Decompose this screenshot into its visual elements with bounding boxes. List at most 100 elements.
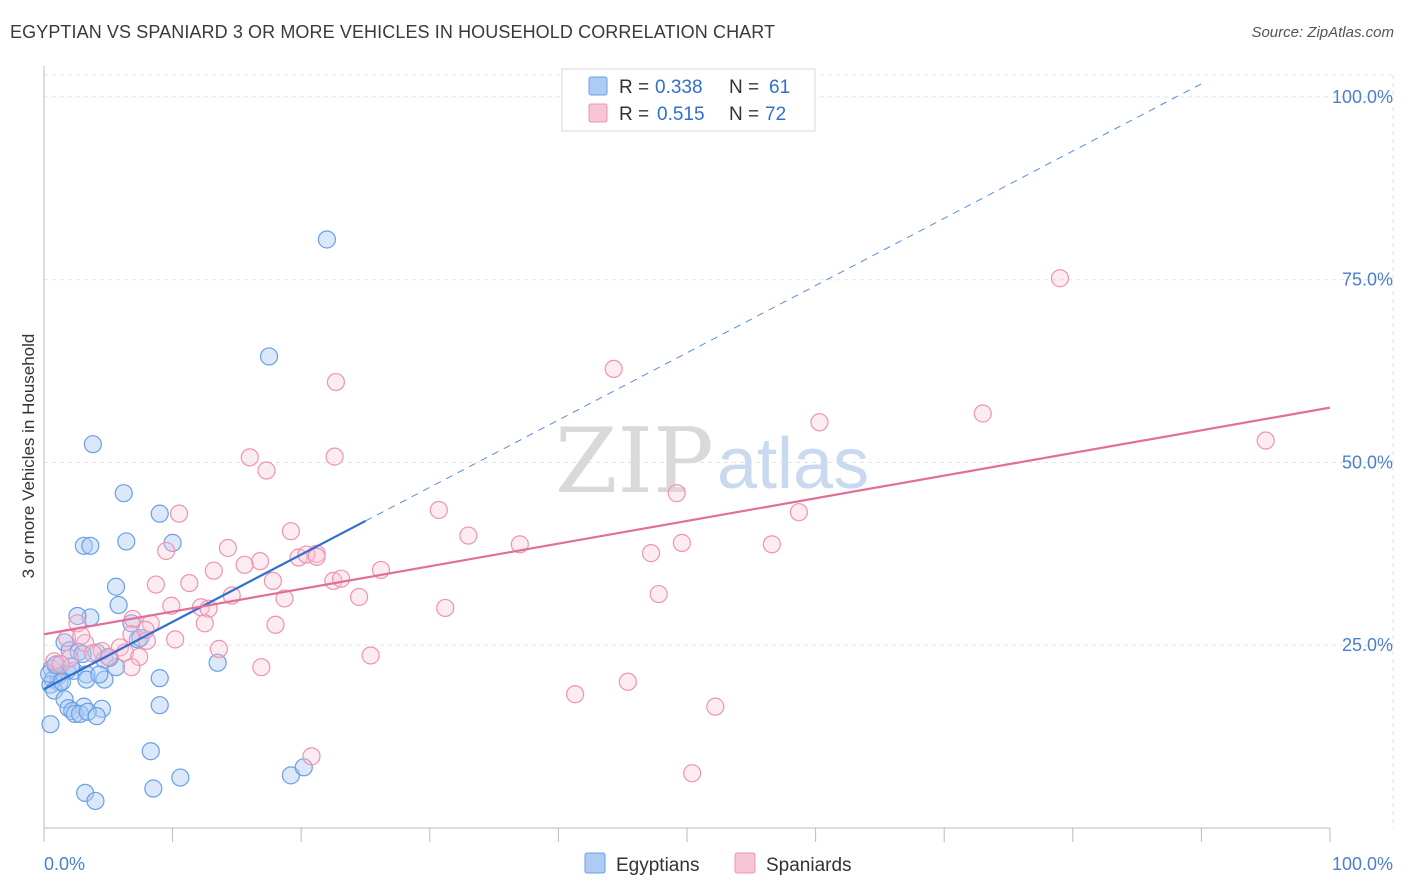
- spaniards-point: [130, 647, 149, 667]
- spaniards-point: [281, 522, 301, 541]
- legend-swatch-egyptians: [588, 76, 608, 96]
- spaniards-point: [325, 447, 344, 466]
- egyptians-point: [106, 577, 126, 596]
- spaniards-point: [99, 647, 118, 667]
- spaniards-point: [349, 587, 369, 607]
- egyptians-point: [281, 766, 301, 785]
- spaniards-point: [706, 697, 725, 716]
- egyptians-point: [150, 696, 169, 715]
- spaniards-point: [789, 503, 808, 522]
- spaniards-point: [169, 504, 189, 523]
- y-tick-label: 50.0%: [1342, 452, 1393, 472]
- spaniards-point: [209, 639, 228, 658]
- spaniards-point: [618, 672, 637, 691]
- trend-lines: [43, 81, 1331, 691]
- legend-n-label: N =: [729, 104, 759, 125]
- legend-swatch-egyptians: [584, 852, 606, 874]
- spaniards-point: [250, 552, 270, 571]
- spaniards-point: [83, 644, 102, 663]
- y-tick-labels: 25.0% 50.0% 75.0% 100.0%: [1332, 87, 1393, 655]
- y-axis-title: 3 or more Vehicles in Household: [19, 334, 38, 579]
- spaniards-point: [235, 555, 254, 574]
- spaniards-point: [429, 500, 448, 520]
- egyptians-point: [141, 742, 160, 761]
- spaniards-point: [204, 561, 223, 580]
- y-tick-label: 75.0%: [1342, 270, 1393, 290]
- egyptians-point: [150, 669, 169, 688]
- stats-legend: R = 0.338 N = 61 R = 0.515 N = 72: [561, 68, 816, 132]
- spaniards-point: [436, 598, 455, 618]
- legend-n-label: N =: [729, 77, 759, 98]
- spaniards-point: [361, 646, 380, 665]
- spaniards-point: [146, 575, 165, 594]
- egyptians-point: [259, 347, 279, 366]
- egyptians-point: [81, 536, 100, 555]
- egyptians-point: [41, 715, 60, 734]
- series-legend: Egyptians Spaniards: [584, 852, 852, 876]
- spaniards-point: [275, 589, 294, 608]
- legend-n-value: 61: [769, 77, 790, 98]
- spaniards-point: [649, 584, 668, 604]
- spaniards-point: [180, 573, 199, 593]
- spaniards-point: [60, 649, 79, 668]
- spaniards-point: [331, 569, 351, 588]
- egyptians-point: [78, 702, 97, 721]
- legend-n-value: 72: [765, 104, 786, 125]
- spaniards-point: [973, 404, 992, 423]
- spaniards-point: [672, 533, 691, 552]
- spaniards-point: [263, 571, 283, 590]
- egyptians-point: [90, 665, 109, 684]
- y-tick-label: 25.0%: [1342, 635, 1393, 655]
- spaniards-point: [195, 614, 214, 633]
- spaniards-point: [667, 484, 686, 503]
- egyptians-trend-extension: [365, 81, 1205, 522]
- source-label: Source: ZipAtlas.com: [1251, 24, 1394, 41]
- egyptians-point: [171, 768, 190, 787]
- egyptians-point: [208, 653, 227, 672]
- legend-r-label: R =: [619, 77, 649, 98]
- egyptians-point: [114, 484, 133, 503]
- egyptians-point: [87, 707, 106, 726]
- spaniards-point: [218, 538, 237, 558]
- spaniards-point: [266, 615, 285, 634]
- y-tick-label: 100.0%: [1332, 87, 1393, 107]
- spaniards-point: [683, 764, 702, 783]
- egyptians-point: [83, 435, 102, 454]
- spaniards-point: [566, 685, 585, 704]
- spaniards-point: [1050, 269, 1070, 288]
- spaniards-point: [641, 544, 661, 563]
- spaniards-point: [307, 547, 326, 566]
- watermark: ZIP atlas: [555, 409, 869, 514]
- spaniards-point: [166, 630, 185, 649]
- spaniards-point: [252, 658, 271, 677]
- spaniards-point: [1256, 431, 1275, 450]
- spaniards-point: [51, 655, 70, 674]
- egyptians-point: [106, 658, 126, 677]
- egyptians-point: [117, 532, 136, 551]
- x-tick-label-max: 100.0%: [1332, 854, 1393, 874]
- legend-swatch-spaniards: [734, 852, 756, 874]
- egyptians-point: [150, 504, 169, 523]
- egyptians-point: [74, 536, 93, 555]
- spaniards-point: [604, 359, 623, 378]
- spaniards-point: [302, 747, 321, 766]
- egyptians-point: [109, 595, 128, 615]
- egyptians-point: [86, 791, 105, 811]
- x-tick-label-min: 0.0%: [44, 854, 85, 874]
- spaniards-point: [810, 413, 829, 432]
- watermark-atlas: atlas: [717, 424, 869, 504]
- egyptians-point: [144, 779, 163, 798]
- egyptians-point: [68, 606, 87, 626]
- legend-r-label: R =: [619, 104, 649, 125]
- spaniards-point: [762, 535, 781, 554]
- spaniards-point: [157, 541, 176, 561]
- egyptians-point: [95, 670, 114, 689]
- legend-r-value: 0.338: [655, 77, 703, 98]
- spaniards-point: [240, 448, 259, 467]
- spaniards-point: [459, 526, 478, 545]
- legend-swatch-spaniards: [588, 103, 608, 123]
- legend-label-egyptians: Egyptians: [616, 855, 699, 876]
- egyptians-point: [317, 230, 337, 249]
- legend-r-value: 0.515: [657, 104, 705, 125]
